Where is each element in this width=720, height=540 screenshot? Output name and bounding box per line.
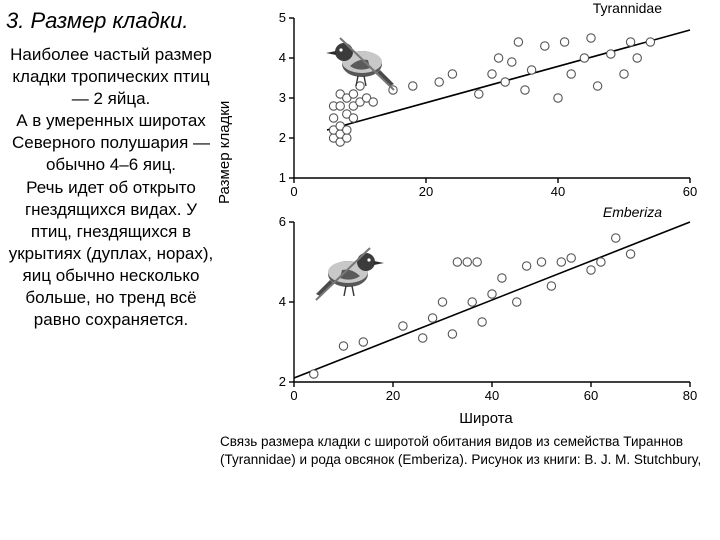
- bird-icon: [320, 20, 400, 98]
- svg-text:60: 60: [584, 388, 598, 403]
- figure-caption: Связь размера кладки с широтой обитания …: [220, 433, 712, 469]
- svg-text:2: 2: [279, 374, 286, 389]
- svg-text:4: 4: [279, 50, 286, 65]
- chart-tyrannidae: Tyrannidae 020406012345: [260, 4, 712, 204]
- figure-column: Размер кладки Tyrannidae 020406012345 Em…: [220, 0, 720, 540]
- charts-area: Размер кладки Tyrannidae 020406012345 Em…: [220, 4, 712, 427]
- body-paragraph: Наиболее частый размер кладки тропически…: [6, 44, 216, 331]
- chart-title-top: Tyrannidae: [593, 0, 662, 16]
- svg-text:1: 1: [279, 170, 286, 185]
- chart-title-bottom: Emberiza: [603, 204, 662, 220]
- svg-text:80: 80: [683, 388, 697, 403]
- chart-emberiza: Emberiza 020406080246: [260, 208, 712, 408]
- svg-text:40: 40: [485, 388, 499, 403]
- svg-text:3: 3: [279, 90, 286, 105]
- bird-icon: [310, 230, 390, 308]
- svg-text:2: 2: [279, 130, 286, 145]
- svg-text:4: 4: [279, 294, 286, 309]
- y-axis-label: Размер кладки: [216, 101, 233, 204]
- svg-text:5: 5: [279, 10, 286, 25]
- svg-text:60: 60: [683, 184, 697, 199]
- text-column: 3. Размер кладки. Наиболее частый размер…: [0, 0, 220, 540]
- x-axis-label: Широта: [260, 410, 712, 427]
- svg-text:20: 20: [419, 184, 433, 199]
- svg-text:0: 0: [290, 184, 297, 199]
- svg-text:6: 6: [279, 214, 286, 229]
- svg-text:0: 0: [290, 388, 297, 403]
- section-heading: 3. Размер кладки.: [6, 8, 216, 34]
- svg-text:20: 20: [386, 388, 400, 403]
- svg-text:40: 40: [551, 184, 565, 199]
